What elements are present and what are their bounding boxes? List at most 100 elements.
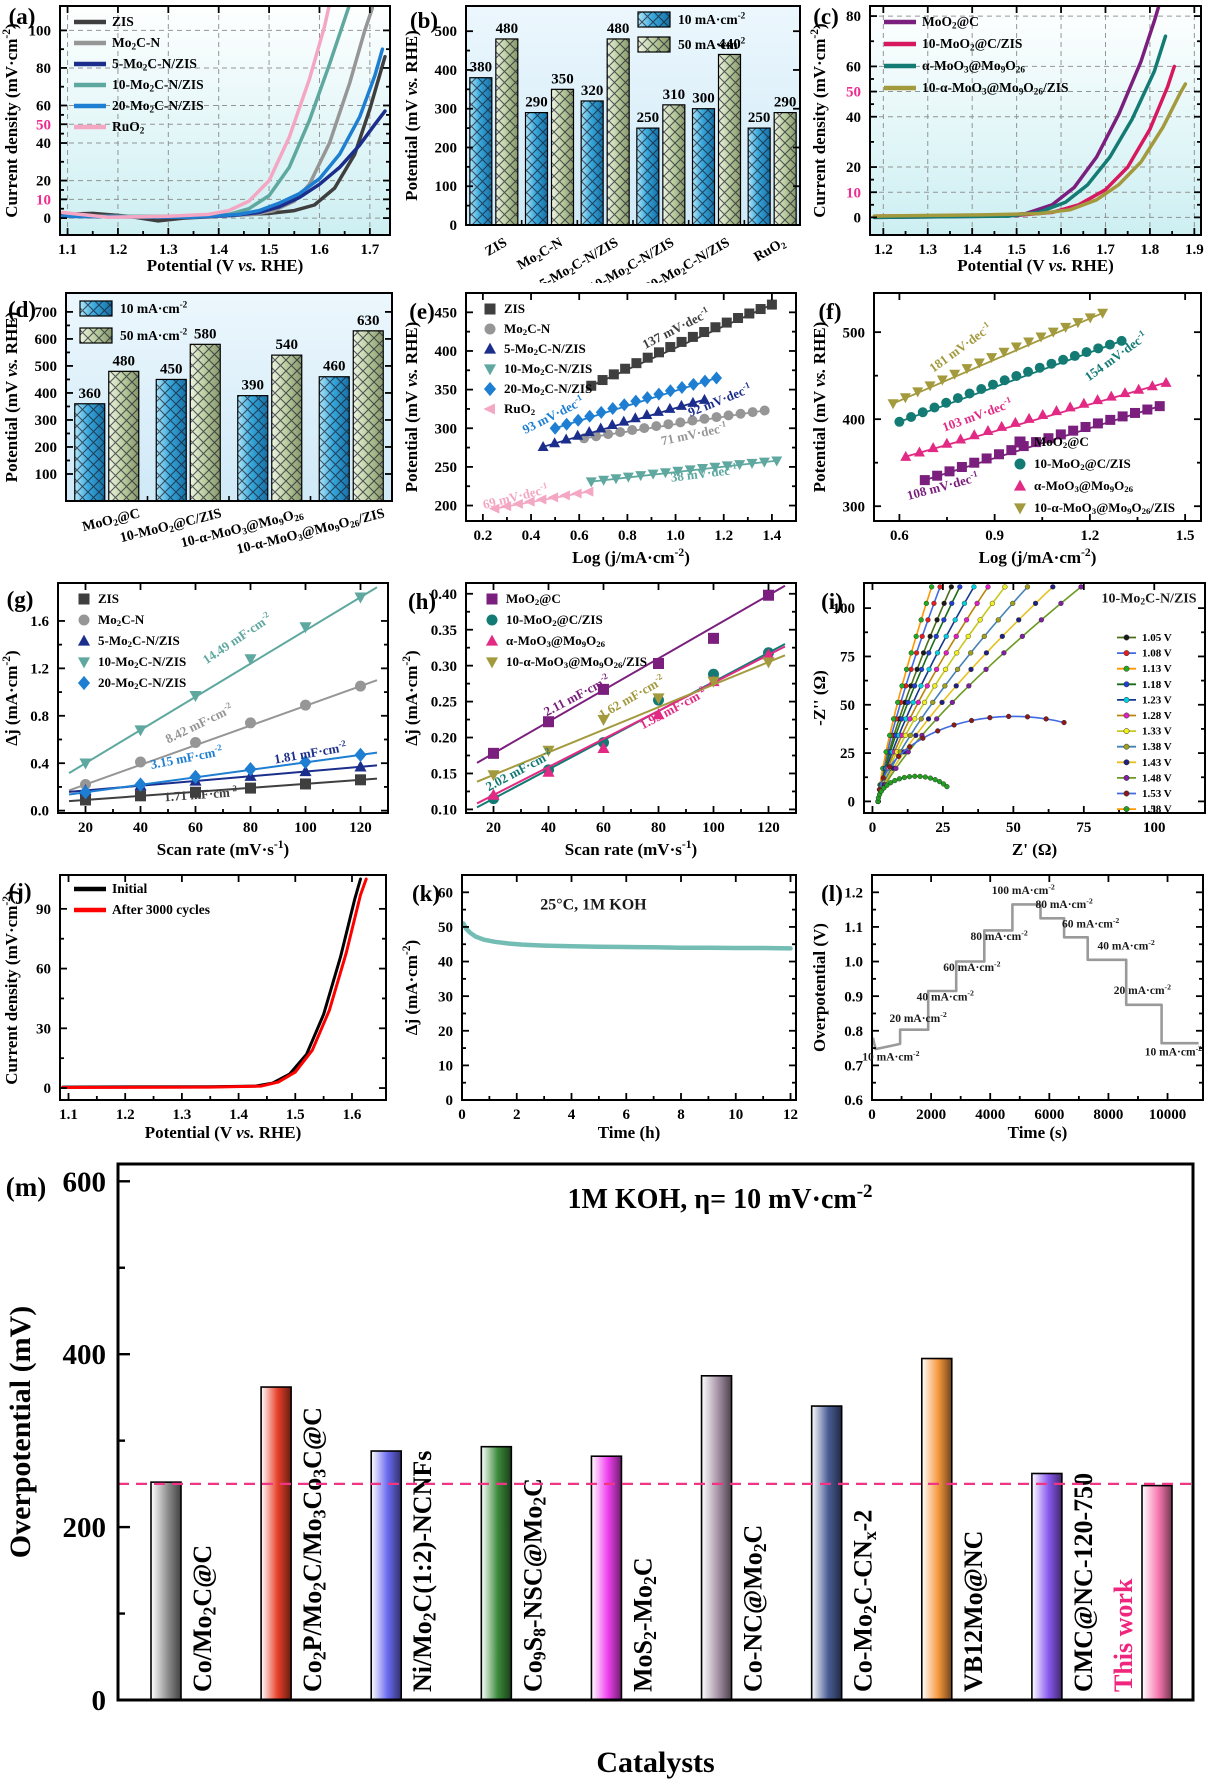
legend-label: 1.18 V [1142, 679, 1172, 691]
panel-m-comparison: Co/Mo2C@C Co2P/Mo2C/Mo3Co3C@C Ni/Mo2C(1:2)… [0, 1150, 1213, 1786]
panel-i-nyquist: 0 25 50 75 100 0 25 50 75 100 Z' (Ω) -Z'' (Ω) 10-Mo2… [808, 575, 1213, 867]
x-tick-label: 50 [1006, 820, 1021, 836]
legend-item: 5-Mo2C-N/ZIS [77, 633, 180, 649]
chart-h: 20 40 60 80 100 120 0.10 0.15 0.20 0.25 0.30 0.35 0.… [400, 582, 797, 859]
y-tick-label: 0 [44, 211, 52, 227]
y-tick-label: 1.2 [844, 885, 863, 901]
marker-di-icon [653, 387, 665, 401]
marker-td-icon [647, 469, 659, 480]
marker-td-icon [1097, 308, 1109, 319]
legend-label: ZIS [112, 14, 134, 29]
bar-value-label: 320 [581, 83, 604, 99]
marker-tu-icon [1146, 380, 1158, 391]
catalyst-label: CMC@NC-120-750 [1069, 1473, 1098, 1692]
condition-title: 1M KOH, η= 10 mV·cm-2 [567, 1181, 872, 1215]
y-axis-label: Potential (mV vs. RHE) [810, 322, 829, 493]
marker-tl-icon [535, 494, 547, 505]
y-tick-label: 200 [435, 140, 458, 156]
marker-td-icon [659, 468, 671, 479]
y-tick-label: 600 [35, 332, 58, 348]
chart-a: 1.1 1.2 1.3 1.4 1.5 1.6 1.7 0 10 20 40 50 60 80 100 Pot… [0, 4, 391, 275]
comparison-bar-7 [920, 1357, 953, 1701]
marker-tu-icon [1037, 408, 1049, 419]
bar-50 [773, 111, 797, 226]
marker-tu-icon [1023, 412, 1035, 423]
marker-di-icon [572, 413, 584, 427]
chart-c: 1.2 1.3 1.4 1.5 1.6 1.7 1.8 1.9 0 10 20 40 50 60 80 Pot… [808, 4, 1204, 275]
marker-sq-icon [598, 683, 609, 695]
marker-tu-icon [542, 765, 555, 777]
marker-sq-icon [484, 303, 496, 315]
y-tick-label: 200 [435, 499, 458, 515]
x-tick-label: 25 [935, 820, 950, 836]
x-tick-label: 0.2 [473, 528, 492, 544]
y-tick-label: 40 [36, 136, 51, 152]
annotation: 181 mV·dec-1 [925, 319, 994, 375]
x-tick-label: 8 [677, 1107, 685, 1123]
annotation: 10 mA·cm-2 [862, 1049, 919, 1064]
y-tick-label: 30 [36, 1021, 51, 1037]
annotation: 154 mV·dec-1 [1081, 328, 1150, 384]
marker-td-icon [610, 474, 622, 485]
y-tick-label: 400 [843, 412, 866, 428]
marker-tl-icon [582, 486, 594, 497]
legend-label: 10-α-MoO3@Mo9O26/ZIS [506, 654, 647, 670]
legend-item: Mo2C-N [78, 612, 145, 628]
legend-item: 10-α-MoO3@Mo9O26/ZIS [1013, 500, 1175, 516]
marker-ci-icon [663, 419, 674, 430]
legend-label: 10-α-MoO3@Mo9O26/ZIS [922, 80, 1069, 96]
x-tick-label: 1.3 [918, 242, 937, 258]
y-tick-label: 60 [438, 885, 453, 901]
marker-sq-icon [755, 304, 766, 315]
marker-sq-icon [300, 778, 311, 790]
marker-tl-icon [547, 492, 559, 503]
annotation: 20 mA·cm-2 [1114, 982, 1171, 997]
x-axis-label: Z' (Ω) [1012, 840, 1057, 859]
y-axis-label: Current density (mV·cm-2) [808, 23, 829, 217]
y-tick-label: 700 [35, 305, 58, 321]
marker-sq-icon [721, 317, 732, 328]
legend-label: 10 mA·cm-2 [120, 300, 188, 316]
marker-tu-icon [762, 648, 775, 660]
plot-frame [59, 5, 391, 236]
legend-label: 5-Mo2C-N/ZIS [112, 56, 197, 72]
marker-ci-icon [1014, 458, 1026, 470]
y-tick-label: 20 [438, 1024, 453, 1040]
marker-ci-icon [711, 412, 722, 423]
bar-10 [74, 403, 106, 502]
marker-ci-icon [723, 410, 734, 421]
marker-ci-icon [964, 388, 975, 399]
marker-td-icon [924, 381, 936, 392]
y-axis-label: Current density (mV·cm-2) [0, 23, 21, 217]
marker-td-icon [1023, 337, 1035, 348]
marker-ci-icon [1116, 335, 1127, 346]
y-axis-label: Δj (mA·cm-2) [400, 650, 421, 745]
marker-td-icon [746, 458, 758, 469]
marker-sq-icon [631, 358, 642, 369]
bar-value-label: 480 [113, 353, 136, 369]
panel-letter: (a) [9, 4, 36, 29]
marker-sq-icon [956, 462, 967, 473]
marker-td-icon [912, 387, 924, 398]
x-tick-label: 80 [651, 820, 666, 836]
bar-value-label: 630 [357, 313, 380, 329]
plot-frame [863, 582, 1206, 814]
marker-sq-icon [1068, 425, 1079, 436]
marker-tu-icon [572, 429, 584, 440]
marker-td-icon [899, 393, 911, 404]
y-tick-label: 1.6 [30, 614, 49, 630]
marker-sq-icon [708, 632, 719, 644]
plot-frame [465, 292, 797, 522]
marker-tu-icon [485, 634, 499, 646]
bar-10 [318, 376, 350, 502]
marker-td-icon [961, 364, 973, 375]
annotation: 10 mA·cm-2 [1145, 1044, 1202, 1059]
y-tick-label: 100 [29, 24, 52, 40]
panel-f-tafel: 0.6 0.9 1.2 1.5 300 400 500 Log (j/mA·cm-2) Pote… [808, 283, 1213, 575]
bar-value-label: 580 [194, 326, 217, 342]
marker-sq-icon [699, 327, 710, 338]
panel-b-potential-bars: 380 480 ZIS 290 350 Mo2C-N 320 480 5-Mo2C-N/ZIS 2… [400, 0, 808, 283]
marker-ci-icon [639, 423, 650, 434]
category-label: MoO2@C [81, 506, 142, 536]
marker-tu-icon [1092, 394, 1104, 405]
